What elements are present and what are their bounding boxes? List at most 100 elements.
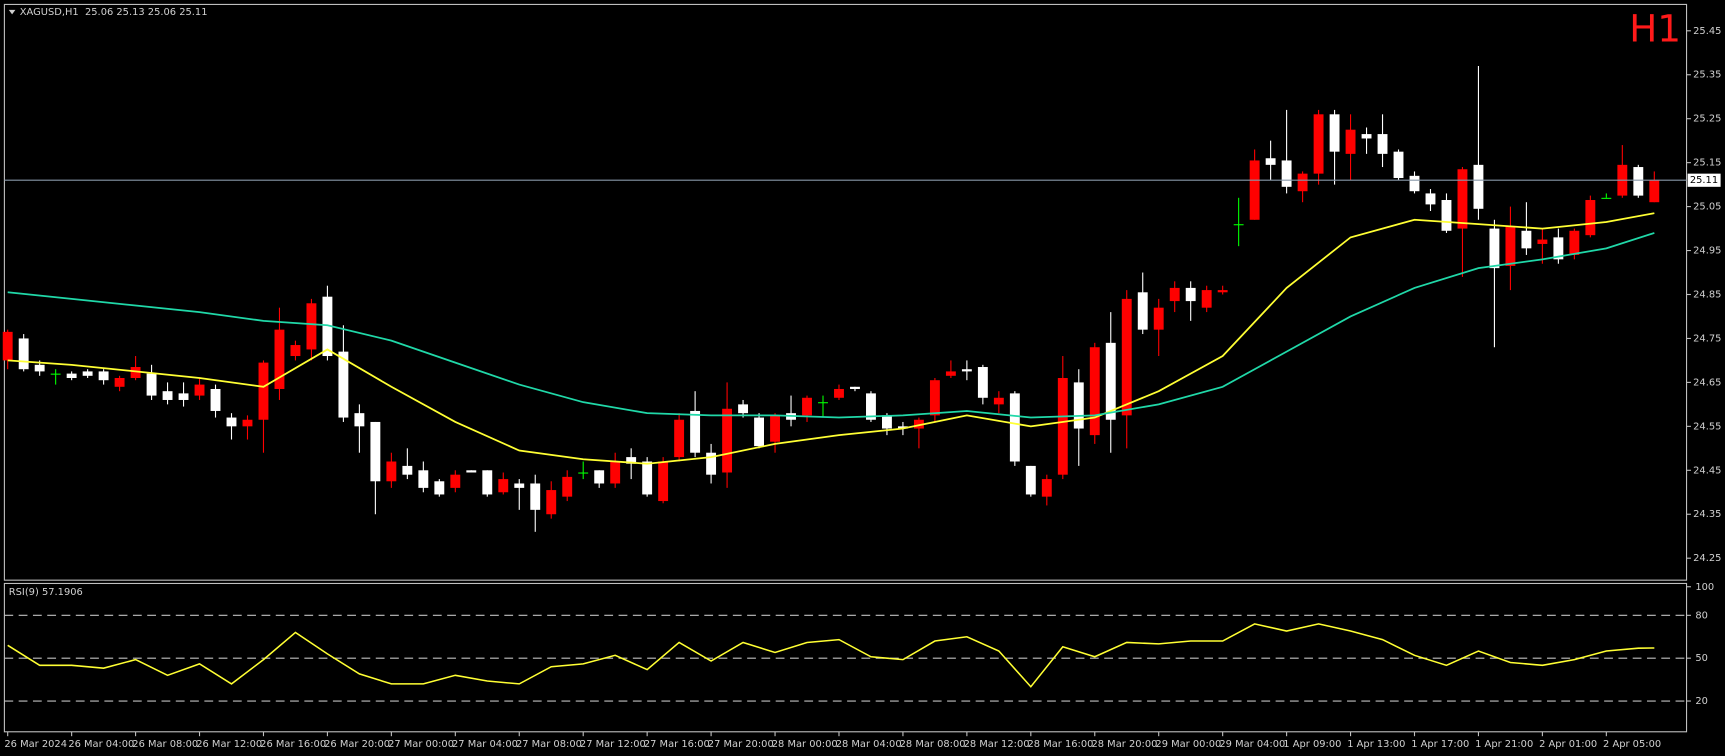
candle-body (1585, 200, 1596, 236)
x-tick-label: 27 Mar 04:00 (452, 739, 518, 750)
candle-body (498, 479, 509, 493)
candle-body (1425, 193, 1436, 205)
candle-body (818, 402, 828, 404)
x-tick-label: 28 Mar 12:00 (964, 739, 1030, 750)
x-tick-label: 1 Apr 13:00 (1347, 739, 1405, 750)
candle-body (706, 452, 717, 475)
candle-body (977, 367, 988, 398)
candle-body (546, 490, 557, 515)
x-tick-label: 26 Mar 16:00 (260, 739, 326, 750)
candle-body (1057, 378, 1068, 475)
x-tick-label: 26 Mar 04:00 (68, 739, 134, 750)
candle-body (802, 397, 812, 416)
candle-body (194, 384, 205, 396)
chart-title: XAGUSD,H1 25.06 25.13 25.06 25.11 (20, 7, 208, 18)
candle-body (370, 421, 381, 482)
candle-body (482, 470, 493, 495)
moving-average (7, 212, 1655, 465)
x-tick-label: 26 Mar 20:00 (324, 739, 390, 750)
candle-body (1121, 298, 1132, 416)
candle-body (98, 371, 109, 381)
candle-body (50, 373, 61, 375)
candle-body (258, 362, 269, 420)
x-tick-label: 1 Apr 09:00 (1283, 739, 1341, 750)
candle-body (18, 338, 29, 370)
candle-body (146, 373, 157, 396)
x-tick-label: 1 Apr 17:00 (1411, 739, 1469, 750)
candle-body (514, 483, 525, 488)
candle-body (1377, 134, 1388, 154)
candle-body (1361, 134, 1372, 139)
y-tick-label: 25.25 (1693, 114, 1721, 125)
x-tick-label: 29 Mar 04:00 (1219, 739, 1285, 750)
x-tick-label: 29 Mar 00:00 (1155, 739, 1221, 750)
x-tick-label: 28 Mar 00:00 (772, 739, 838, 750)
y-tick-label: 24.95 (1693, 246, 1721, 257)
candle-body (2, 331, 13, 361)
candle-body (34, 364, 45, 372)
rsi-title: RSI(9) 57.1906 (9, 587, 83, 598)
candle-body (594, 470, 605, 484)
timeframe-badge: H1 (1629, 6, 1681, 50)
candle-body (434, 481, 445, 495)
candle-body (913, 419, 924, 429)
candle-body (530, 483, 541, 510)
candle-body (578, 472, 589, 474)
candle-body (1345, 129, 1356, 154)
candle-body (866, 393, 876, 420)
candle-body (1297, 173, 1308, 192)
candle-body (1473, 164, 1484, 209)
candle-body (961, 369, 972, 372)
candle-body (897, 426, 908, 429)
y-tick-label: 80 (1695, 610, 1708, 621)
x-tick-label: 26 Mar 12:00 (196, 739, 262, 750)
last-price-box (1687, 173, 1721, 187)
candle-body (690, 410, 701, 453)
candle-body (1217, 290, 1228, 293)
candle-body (66, 373, 77, 378)
candle-body (658, 461, 669, 502)
candle-body (674, 419, 685, 458)
y-tick-label: 24.75 (1693, 333, 1721, 344)
candle-body (290, 345, 301, 357)
candle-body (338, 351, 349, 418)
y-tick-label: 25.45 (1693, 26, 1721, 37)
candle-body (402, 465, 413, 475)
candle-body (1393, 151, 1404, 179)
candle-body (1249, 160, 1260, 220)
candle-body (354, 413, 365, 427)
candle-body (1521, 230, 1532, 249)
candle-body (322, 296, 333, 357)
candle-body (993, 397, 1004, 405)
candle-body (450, 474, 461, 488)
candle-body (1409, 175, 1420, 192)
moving-average (7, 232, 1655, 419)
candle-body (642, 461, 653, 495)
y-tick-label: 25.05 (1693, 202, 1721, 213)
candle-body (1329, 114, 1340, 152)
candle-body (1569, 230, 1580, 255)
candle-body (754, 417, 764, 447)
candle-body (1537, 239, 1548, 244)
x-tick-label: 27 Mar 00:00 (388, 739, 454, 750)
menu-triangle[interactable] (8, 9, 16, 15)
x-tick-label: 27 Mar 08:00 (516, 739, 582, 750)
candle-body (945, 371, 956, 376)
candle-body (1153, 307, 1164, 330)
rsi-line (7, 623, 1655, 688)
candle-body (1233, 224, 1244, 226)
candle-body (562, 476, 573, 497)
x-tick-label: 1 Apr 21:00 (1475, 739, 1533, 750)
candle-body (82, 371, 93, 376)
candle-body (1601, 197, 1612, 199)
candle-body (242, 419, 253, 427)
y-tick-label: 24.55 (1693, 421, 1721, 432)
candle-body (418, 470, 429, 488)
x-tick-label: 27 Mar 20:00 (708, 739, 774, 750)
candle-body (1169, 287, 1180, 302)
candle-body (386, 461, 397, 482)
candle-body (1105, 342, 1116, 420)
y-tick-label: 25.35 (1693, 70, 1721, 81)
